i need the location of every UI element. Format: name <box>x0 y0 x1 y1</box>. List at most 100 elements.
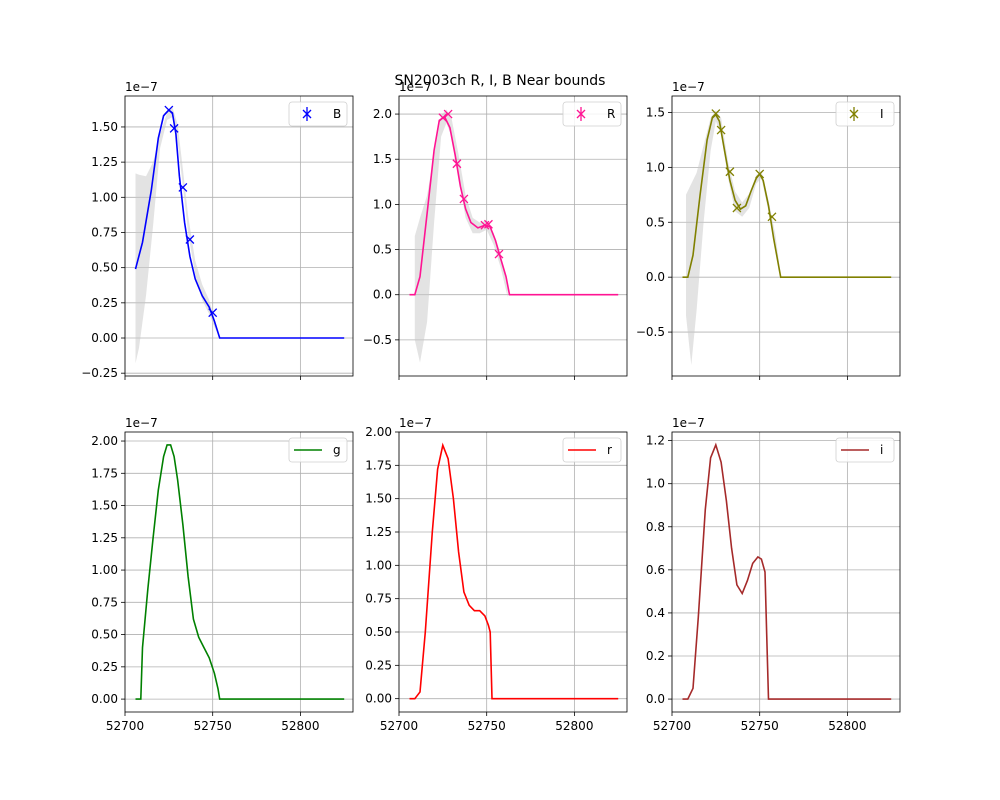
subplot-R-ytick-label: 0.5 <box>373 243 392 257</box>
subplot-r-ytick-label: 2.00 <box>365 425 392 439</box>
subplot-B-ytick-label: 0.00 <box>91 331 118 345</box>
subplot-g-legend: g <box>288 437 348 463</box>
subplot-R-legend: R <box>562 101 622 127</box>
subplot-g-ytick-label: 1.75 <box>91 466 118 480</box>
subplot-g-legend-label: g <box>333 443 341 457</box>
subplot-i-ytick-label: 0.4 <box>646 606 665 620</box>
subplot-r-xtick-label: 52700 <box>380 719 418 733</box>
subplot-i-legend: i <box>835 437 895 463</box>
subplot-B-data-point <box>164 105 174 115</box>
subplot-R-ytick-label: −0.5 <box>363 333 392 347</box>
subplot-i-frame <box>671 431 901 713</box>
subplot-r-ytick-label: 1.00 <box>365 558 392 572</box>
subplot-R-data-point <box>459 194 469 204</box>
subplot-B-ytick-label: 0.25 <box>91 296 118 310</box>
subplot-I-data-point <box>711 109 721 119</box>
subplot-i-ytick-label: 1.2 <box>646 434 665 448</box>
subplot-r-ytick-label: 1.75 <box>365 458 392 472</box>
subplot-I-ytick-label: −0.5 <box>636 325 665 339</box>
subplot-g-ytick-label: 0.00 <box>91 692 118 706</box>
subplot-I: −0.5 0.0 0.5 1.0 1.5 1e−7 I <box>636 80 901 380</box>
subplot-I-data-point <box>732 203 742 213</box>
subplot-R-ytick-label: 0.0 <box>373 288 392 302</box>
figure-title: SN2003ch R, I, B Near bounds <box>394 73 606 89</box>
subplot-B-data-point <box>169 123 179 133</box>
subplot-B-data-point <box>178 182 188 192</box>
subplot-i-ytick-label: 1.0 <box>646 477 665 491</box>
subplot-I-uncertainty-band <box>686 110 781 365</box>
subplot-I-scale-label: 1e−7 <box>672 80 705 94</box>
subplot-r-ytick-label: 0.50 <box>365 625 392 639</box>
subplot-g-ytick-label: 2.00 <box>91 434 118 448</box>
subplot-r-legend-label: r <box>607 443 612 457</box>
subplot-g-ytick-label: 1.00 <box>91 563 118 577</box>
subplot-r-xtick-label: 52750 <box>468 719 506 733</box>
subplot-I-legend-label: I <box>880 107 884 121</box>
subplot-g-xtick-label: 52750 <box>194 719 232 733</box>
subplot-B: −0.25 0.00 0.25 0.50 0.75 1.00 1.25 1.50 1e−7 B <box>81 80 354 380</box>
subplot-r-frame <box>398 431 628 713</box>
subplot-I-data-point <box>767 212 777 222</box>
subplot-B-ytick-label: −0.25 <box>81 366 118 380</box>
subplot-g-ytick-label: 0.50 <box>91 628 118 642</box>
subplot-g-ytick-label: 1.25 <box>91 531 118 545</box>
subplot-R-ytick-label: 1.0 <box>373 197 392 211</box>
subplot-g-xtick-label: 52800 <box>281 719 319 733</box>
subplot-i-xtick-label: 52800 <box>828 719 866 733</box>
subplot-R-uncertainty-band <box>414 109 508 363</box>
subplot-B-data-point <box>208 308 218 318</box>
subplot-i-xtick-label: 52750 <box>741 719 779 733</box>
subplot-B-frame <box>124 95 354 377</box>
subplot-B-data-point <box>185 235 195 244</box>
subplot-R-frame <box>398 95 628 377</box>
subplot-I-ytick-label: 1.5 <box>646 105 665 119</box>
subplot-i-scale-label: 1e−7 <box>672 416 705 430</box>
subplot-r: 52700 52750 52800 0.00 0.25 0.50 0.75 1.00 1.25 1… <box>365 416 628 733</box>
subplot-g-xtick-label: 52700 <box>106 719 144 733</box>
subplot-B-ytick-label: 1.25 <box>91 155 118 169</box>
subplot-g: 52700 52750 52800 0.00 0.25 0.50 0.75 1.00 1.25 1… <box>91 416 354 733</box>
subplot-I-ytick-label: 1.0 <box>646 160 665 174</box>
subplot-r-ytick-label: 1.25 <box>365 525 392 539</box>
subplot-R-ytick-label: 1.5 <box>373 152 392 166</box>
subplot-I-data-point <box>716 125 726 135</box>
subplot-i-legend-label: i <box>880 443 883 457</box>
subplot-B-curve <box>134 109 345 339</box>
subplot-I-frame <box>671 95 901 377</box>
subplot-B-ytick-label: 1.50 <box>91 120 118 134</box>
subplot-I-curve <box>682 113 892 278</box>
subplot-g-ytick-label: 0.75 <box>91 595 118 609</box>
subplot-I-data-point <box>725 167 735 177</box>
subplot-R-data-point <box>438 113 448 123</box>
subplot-r-curve <box>409 442 619 700</box>
subplot-r-ytick-label: 0.75 <box>365 592 392 606</box>
subplot-R-data-point <box>452 159 462 169</box>
subplot-I-data-point <box>755 169 765 179</box>
subplot-g-curve <box>135 444 345 700</box>
subplot-B-ytick-label: 0.50 <box>91 261 118 275</box>
subplot-i-ytick-label: 0.0 <box>646 692 665 706</box>
subplot-i-xtick-label: 52700 <box>653 719 691 733</box>
subplot-g-ytick-label: 1.50 <box>91 499 118 513</box>
subplot-g-ytick-label: 0.25 <box>91 660 118 674</box>
subplot-R-legend-marker <box>576 109 586 119</box>
subplot-I-ytick-label: 0.5 <box>646 215 665 229</box>
subplot-R: −0.5 0.0 0.5 1.0 1.5 2.0 1e−7 R <box>363 80 628 380</box>
subplot-R-data-point <box>494 249 504 259</box>
subplot-i-ytick-label: 0.2 <box>646 649 665 663</box>
subplot-i: 52700 52750 52800 0.0 0.2 0.4 0.6 0.8 1.0 1.2 1e−7… <box>646 416 901 733</box>
subplot-R-data-point <box>480 220 490 230</box>
subplot-R-data-point <box>443 109 453 119</box>
subplot-r-legend: r <box>562 437 622 463</box>
subplot-r-xtick-label: 52800 <box>555 719 593 733</box>
subplot-i-ytick-label: 0.6 <box>646 563 665 577</box>
subplot-R-data-point <box>483 219 493 229</box>
subplot-R-legend-label: R <box>607 107 615 121</box>
subplot-i-curve <box>682 442 892 700</box>
subplot-I-legend-marker <box>849 109 859 119</box>
subplot-g-frame <box>124 431 354 713</box>
subplot-B-legend-marker <box>302 109 312 119</box>
subplot-R-ytick-label: 2.0 <box>373 107 392 121</box>
subplot-r-scale-label: 1e−7 <box>399 416 432 430</box>
